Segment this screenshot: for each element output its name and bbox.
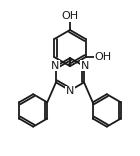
Text: N: N xyxy=(81,61,89,71)
Text: OH: OH xyxy=(61,11,79,21)
Text: N: N xyxy=(51,61,59,71)
Text: N: N xyxy=(66,86,74,96)
Text: OH: OH xyxy=(94,52,112,62)
